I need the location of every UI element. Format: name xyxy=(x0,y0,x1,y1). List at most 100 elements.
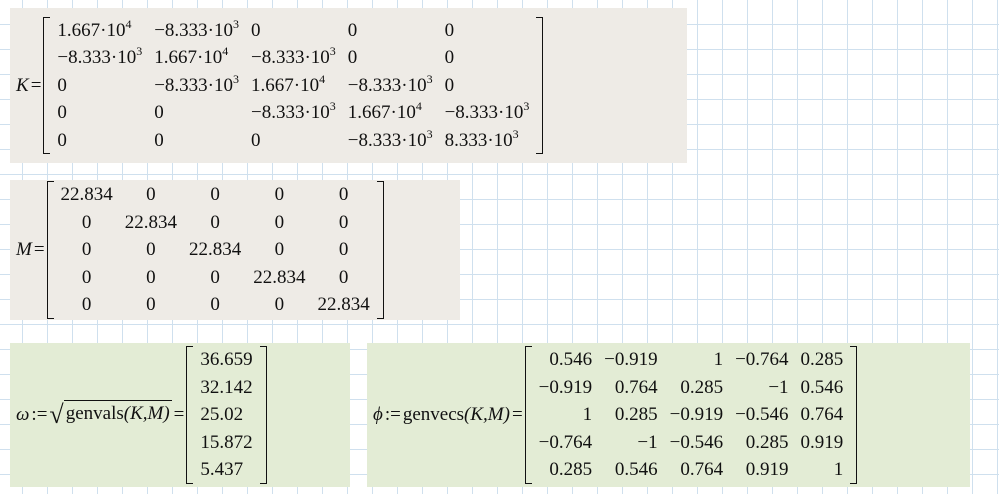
mantissa: −8.333·10 xyxy=(444,102,524,124)
matrix-cell: −1 xyxy=(768,376,789,398)
arguments: (K,M) xyxy=(464,404,510,425)
matrix-cell: 0.546 xyxy=(549,349,593,371)
matrix-row: 0 0 0 0 22.834 xyxy=(55,291,376,319)
matrix-cell: 0 xyxy=(274,184,285,206)
matrix-cell: 0.285 xyxy=(549,459,593,481)
equals: = xyxy=(33,239,45,260)
matrix-cell: 0 xyxy=(81,294,92,316)
matrix-cell: 1.667·104 xyxy=(148,44,245,72)
mantissa: −8.333·10 xyxy=(57,47,137,69)
matrix-cell: 0 xyxy=(146,294,156,316)
omega-region: ω:= √ genvals(K,M) = 36.659 32.142 25.02 15.872… xyxy=(10,343,350,487)
matrix-row: 0 0 0 −8.333·103 8.333·103 xyxy=(51,127,535,155)
matrix-cell: 32.142 xyxy=(200,376,253,398)
matrix-cell: 0 xyxy=(444,47,455,69)
matrix-cell: 0 xyxy=(146,266,156,288)
mantissa: −8.333·10 xyxy=(347,74,427,96)
matrix-cell: 0 xyxy=(274,239,285,261)
matrix-cell: −0.919 xyxy=(604,349,658,371)
matrix-cell: 8.333·103 xyxy=(439,127,536,155)
matrix-cell: 0.285 xyxy=(614,404,658,426)
matrix-table: 22.834 0 0 0 0 0 22.834 0 0 0 0 0 22.834 0 0 0 0 0 22.834 0… xyxy=(55,181,376,319)
function-name: genvals xyxy=(65,403,124,424)
variable: ϕ xyxy=(373,404,383,425)
matrix-cell: 36.659 xyxy=(200,349,253,371)
matrix-row: 32.142 xyxy=(194,374,258,402)
assign-operator: := xyxy=(384,404,401,425)
matrix-cell: 0 xyxy=(444,19,455,41)
matrix-cell: −0.546 xyxy=(669,431,724,453)
matrix-cell: 0 xyxy=(444,74,455,96)
sqrt: √ genvals(K,M) xyxy=(49,400,172,430)
matrix-cell: 0 xyxy=(146,239,156,261)
matrix-cell: 0.764 xyxy=(800,404,844,426)
sqrt: genvecs(K,M) xyxy=(403,404,510,426)
matrix: 1.667·104 −8.333·103 0 0 0 −8.333·103 1.667·10… xyxy=(43,16,544,155)
mantissa: 8.333·10 xyxy=(444,129,513,151)
matrix-row: 0 0 22.834 0 0 xyxy=(55,236,376,264)
mantissa: −8.333·10 xyxy=(251,47,330,69)
exponent: 4 xyxy=(415,99,422,114)
matrix-cell: −8.333·103 xyxy=(245,44,342,72)
matrix-cell: −0.919 xyxy=(538,376,593,398)
matrix-table: 1.667·104 −8.333·103 0 0 0 −8.333·103 1.667·10… xyxy=(51,17,535,155)
function-name: genvecs xyxy=(402,404,465,425)
mantissa: −8.333·10 xyxy=(154,74,233,96)
mantissa: 1.667·10 xyxy=(154,47,223,69)
matrix-row: 22.834 0 0 0 0 xyxy=(55,181,376,209)
matrix-cell: −8.333·103 xyxy=(51,44,148,72)
mantissa: −8.333·10 xyxy=(347,129,427,151)
exponent: 3 xyxy=(523,99,530,114)
matrix-cell: 1.667·104 xyxy=(245,72,342,100)
matrix-row: 0 0 −8.333·103 1.667·104 −8.333·103 xyxy=(51,99,535,127)
exponent: 3 xyxy=(233,16,239,31)
radical-sign: √ xyxy=(49,400,64,429)
phi-region: ϕ:= genvecs(K,M) = 0.546 −0.919 1 −0.764 0.285−… xyxy=(367,343,970,487)
matrix-cell: 0.546 xyxy=(614,459,658,481)
matrix-cell: 0 xyxy=(251,129,261,151)
matrix-cell: 0 xyxy=(338,184,349,206)
matrix-cell: 0.764 xyxy=(614,376,658,398)
matrix-row: 5.437 xyxy=(194,456,258,484)
variable: ω xyxy=(16,404,30,425)
matrix-cell: 1 xyxy=(713,349,724,371)
matrix-cell: −0.546 xyxy=(735,404,789,426)
matrix: 0.546 −0.919 1 −0.764 0.285 −0.919 0.764 0.285−… xyxy=(524,346,858,484)
matrix-row: 1.667·104 −8.333·103 0 0 0 xyxy=(51,17,535,45)
matrix-cell: 0 xyxy=(338,211,349,233)
k-region: K = 1.667·104 −8.333·103 0 0 0 −8.333·103 1.667·… xyxy=(10,8,687,163)
matrix-cell: 22.834 xyxy=(60,184,113,206)
matrix-cell: 0.285 xyxy=(745,431,789,453)
matrix-cell: 1 xyxy=(582,404,593,426)
matrix-cell: 0 xyxy=(57,129,67,151)
matrix-cell: −0.764 xyxy=(735,349,789,371)
equals: = xyxy=(173,404,185,425)
equals: = xyxy=(30,74,42,96)
radicand: genvals(K,M) xyxy=(63,400,172,430)
mantissa: −8.333·10 xyxy=(154,19,233,41)
matrix-cell: 15.872 xyxy=(200,431,253,453)
matrix-cell: 0 xyxy=(347,47,358,69)
matrix-cell: 22.834 xyxy=(124,211,178,233)
matrix-cell: 0 xyxy=(210,211,220,233)
matrix-cell: 0 xyxy=(338,239,349,261)
mantissa: 1.667·10 xyxy=(57,19,126,41)
variable: M xyxy=(16,239,32,260)
matrix-table: 0.546 −0.919 1 −0.764 0.285 −0.919 0.764 0.285−… xyxy=(533,346,850,484)
matrix-cell: 0 xyxy=(81,266,92,288)
mantissa: 1.667·10 xyxy=(347,102,416,124)
matrix-cell: 1.667·104 xyxy=(51,17,148,45)
matrix-cell: 25.02 xyxy=(200,404,244,426)
assign-operator: := xyxy=(31,404,48,425)
matrix: 36.659 32.142 25.02 15.872 5.437 xyxy=(186,346,267,484)
matrix-row: 1 0.285 −0.919 −0.546 0.764 xyxy=(533,401,850,429)
matrix-cell: 0 xyxy=(338,266,349,288)
matrix-cell: 22.834 xyxy=(189,239,242,261)
matrix-cell: 0.764 xyxy=(680,459,724,481)
matrix-cell: 0 xyxy=(347,19,358,41)
exponent: 3 xyxy=(233,71,239,86)
matrix-cell: 0 xyxy=(251,19,261,41)
matrix-row: 0 −8.333·103 1.667·104 −8.333·103 0 xyxy=(51,72,535,100)
matrix-row: 0.285 0.546 0.764 0.919 1 xyxy=(533,456,850,484)
